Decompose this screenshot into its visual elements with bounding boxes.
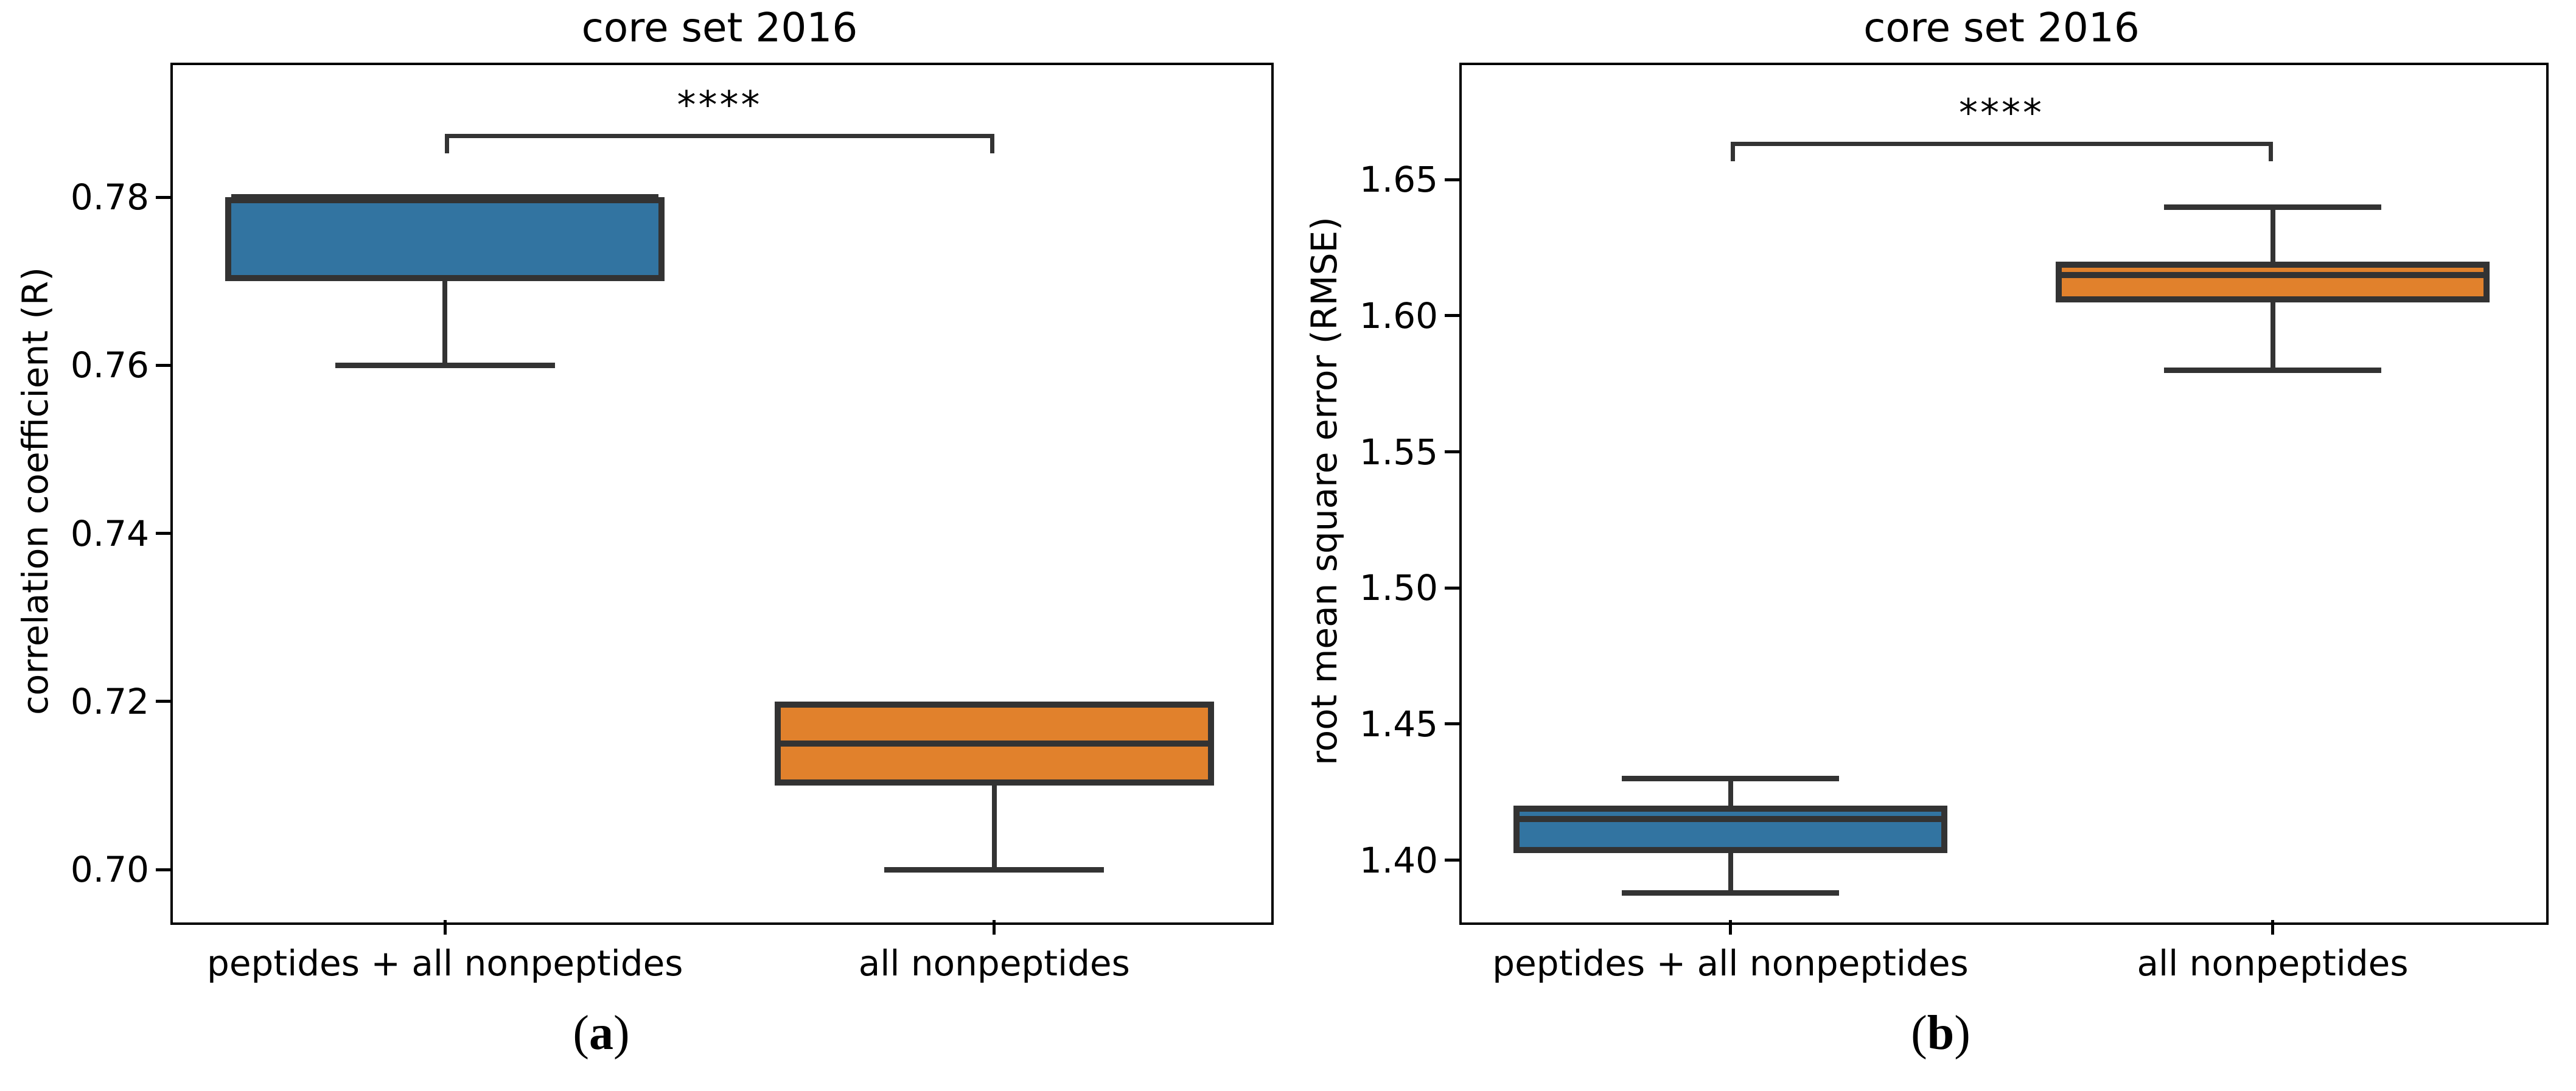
y-tick-0-2 [156, 532, 170, 535]
x-tick-1-0 [1729, 920, 1732, 935]
y-tick-label-1-5: 1.65 [1359, 159, 1438, 201]
y-tick-1-4 [1445, 314, 1459, 318]
median-line-0-1 [780, 740, 1208, 747]
y-tick-label-1-0: 1.40 [1359, 839, 1438, 881]
upper-whisker-cap-1-1 [2164, 204, 2381, 210]
significance-bracket-right-drop-1 [2268, 141, 2273, 161]
median-line-1-0 [1520, 816, 1941, 823]
y-tick-0-3 [156, 363, 170, 367]
lower-whisker-1-0 [1728, 853, 1733, 893]
y-tick-1-1 [1445, 722, 1459, 726]
y-tick-0-4 [156, 195, 170, 199]
upper-whisker-cap-1-0 [1622, 775, 1839, 781]
lower-whisker-cap-1-0 [1622, 890, 1839, 896]
y-tick-label-0-0: 0.70 [70, 849, 149, 891]
significance-bracket-right-drop-0 [990, 134, 994, 154]
y-tick-label-1-4: 1.60 [1359, 295, 1438, 336]
box-1-0 [1513, 806, 1947, 854]
y-tick-label-1-2: 1.50 [1359, 567, 1438, 609]
y-tick-0-1 [156, 700, 170, 703]
significance-bracket-0 [445, 134, 994, 139]
x-tick-1-1 [2271, 920, 2274, 935]
y-tick-label-0-4: 0.78 [70, 176, 149, 218]
x-tick-label-0-1: all nonpeptides [858, 943, 1130, 984]
y-tick-1-3 [1445, 450, 1459, 454]
significance-label-0: **** [677, 83, 763, 128]
y-tick-1-2 [1445, 586, 1459, 590]
y-tick-label-0-2: 0.74 [70, 512, 149, 554]
panel-b-y-axis-label: root mean square error (RMSE) [1304, 217, 1345, 765]
x-tick-label-1-0: peptides + all nonpeptides [1492, 943, 1969, 984]
lower-whisker-cap-0-1 [884, 866, 1105, 873]
lower-whisker-0-0 [442, 281, 448, 366]
panel-a-caption: (a) [573, 1006, 630, 1060]
upper-whisker-1-1 [2270, 207, 2275, 262]
y-tick-label-1-1: 1.45 [1359, 703, 1438, 745]
y-tick-1-5 [1445, 178, 1459, 181]
significance-label-1: **** [1959, 90, 2044, 135]
panel-b-caption: (b) [1911, 1006, 1970, 1060]
panel-a-title: core set 2016 [581, 4, 858, 51]
lower-whisker-0-1 [991, 785, 997, 870]
panel-b-title: core set 2016 [1863, 4, 2140, 51]
y-tick-label-1-3: 1.55 [1359, 431, 1438, 473]
box-0-0 [225, 197, 665, 282]
lower-whisker-cap-1-1 [2164, 367, 2381, 373]
x-tick-label-1-1: all nonpeptides [2137, 943, 2409, 984]
lower-whisker-1-1 [2270, 302, 2275, 371]
box-1-1 [2056, 261, 2490, 302]
y-tick-0-0 [156, 868, 170, 871]
x-tick-0-1 [993, 920, 996, 935]
panel-b-plot-area [1459, 63, 2549, 925]
y-tick-label-0-1: 0.72 [70, 680, 149, 722]
y-tick-1-0 [1445, 859, 1459, 862]
x-tick-label-0-0: peptides + all nonpeptides [207, 943, 683, 984]
significance-bracket-left-drop-0 [445, 134, 450, 154]
lower-whisker-cap-0-0 [335, 362, 555, 368]
significance-bracket-1 [1730, 141, 2273, 146]
median-line-1-1 [2062, 271, 2484, 278]
panel-a-plot-area [170, 63, 1274, 925]
significance-bracket-left-drop-1 [1730, 141, 1735, 161]
x-tick-0-0 [443, 920, 447, 935]
median-line-0-0 [231, 194, 659, 201]
upper-whisker-1-0 [1728, 778, 1733, 806]
y-tick-label-0-3: 0.76 [70, 344, 149, 386]
panel-a-y-axis-label: correlation coefficient (R) [15, 267, 56, 715]
